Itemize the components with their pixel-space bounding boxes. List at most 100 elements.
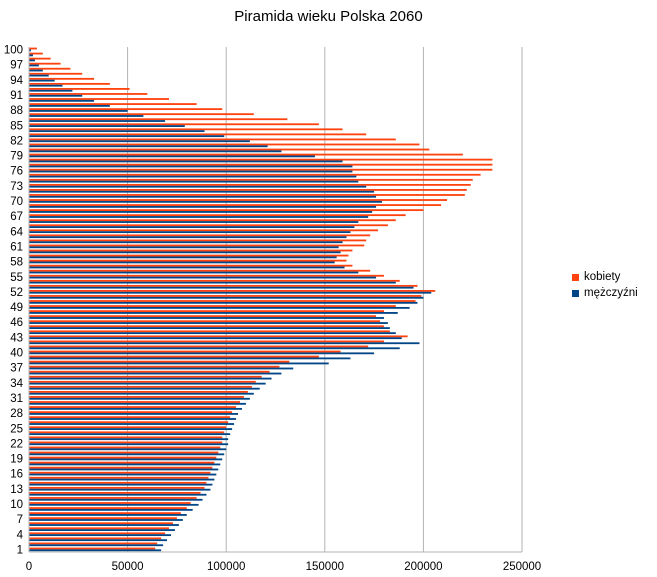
bar-mezczyzni xyxy=(29,438,229,441)
bar-kobiety xyxy=(29,163,493,166)
chart-title: Piramida wieku Polska 2060 xyxy=(234,8,423,25)
bar-mezczyzni xyxy=(29,226,355,228)
bar-mezczyzni xyxy=(29,246,339,249)
bar-kobiety xyxy=(29,350,341,353)
bar-mezczyzni xyxy=(29,170,353,173)
bar-mezczyzni xyxy=(29,251,341,254)
bar-kobiety xyxy=(29,370,270,373)
y-tick-label: 55 xyxy=(10,272,23,284)
y-tick-label: 4 xyxy=(17,529,24,541)
bar-mezczyzni xyxy=(29,236,347,239)
bar-mezczyzni xyxy=(29,508,193,511)
bar-kobiety xyxy=(29,173,481,176)
bar-kobiety xyxy=(29,507,187,509)
y-tick-label: 91 xyxy=(10,90,23,102)
legend: kobiety mężczyźni xyxy=(572,269,638,301)
y-tick-label: 97 xyxy=(10,60,23,72)
bar-kobiety xyxy=(29,57,51,60)
bar-kobiety xyxy=(29,82,110,85)
bar-mezczyzni xyxy=(29,407,242,410)
bar-mezczyzni xyxy=(29,276,377,279)
bars xyxy=(29,47,493,552)
y-tick-label: 88 xyxy=(10,105,23,117)
bar-kobiety xyxy=(29,123,319,126)
bar-kobiety xyxy=(29,476,209,479)
bar-mezczyzni xyxy=(29,301,418,304)
legend-label-mezczyzni: mężczyźni xyxy=(584,287,638,299)
bar-kobiety xyxy=(29,431,225,434)
bar-mezczyzni xyxy=(29,120,166,122)
bar-mezczyzni xyxy=(29,125,185,127)
bar-mezczyzni xyxy=(29,322,388,324)
bar-mezczyzni xyxy=(29,337,402,340)
bar-kobiety xyxy=(29,274,384,277)
bar-mezczyzni xyxy=(29,271,359,274)
x-axis: 0 50000 100000 150000 200000 250000 xyxy=(26,561,541,573)
bar-mezczyzni xyxy=(29,135,225,138)
bar-kobiety xyxy=(29,168,493,171)
bar-mezczyzni xyxy=(29,89,73,92)
bar-kobiety xyxy=(29,295,422,297)
y-tick-label: 94 xyxy=(10,75,23,87)
bar-kobiety xyxy=(29,244,365,247)
bar-kobiety xyxy=(29,62,61,65)
bar-mezczyzni xyxy=(29,216,369,218)
bar-kobiety xyxy=(29,67,71,70)
bar-kobiety xyxy=(29,532,166,535)
y-tick-label: 49 xyxy=(10,302,23,314)
y-tick-label: 85 xyxy=(10,120,23,132)
bar-kobiety xyxy=(29,517,177,520)
x-tick-label: 100000 xyxy=(207,561,245,573)
bar-kobiety xyxy=(29,72,83,75)
bar-mezczyzni xyxy=(29,84,63,87)
y-tick-label: 28 xyxy=(10,408,23,420)
y-tick-label: 46 xyxy=(10,317,23,329)
bar-kobiety xyxy=(29,209,424,212)
bar-kobiety xyxy=(29,183,471,186)
bar-mezczyzni xyxy=(29,448,227,451)
bar-mezczyzni xyxy=(29,342,420,345)
legend-item-kobiety: kobiety xyxy=(572,269,638,285)
bar-mezczyzni xyxy=(29,327,390,329)
bar-mezczyzni xyxy=(29,423,235,425)
bar-kobiety xyxy=(29,360,290,363)
bar-kobiety xyxy=(29,305,396,307)
bar-mezczyzni xyxy=(29,145,268,148)
bar-mezczyzni xyxy=(29,296,424,299)
bar-mezczyzni xyxy=(29,211,373,213)
bar-kobiety xyxy=(29,502,191,504)
x-tick-label: 0 xyxy=(26,561,32,573)
bar-mezczyzni xyxy=(29,473,217,476)
bar-mezczyzni xyxy=(29,49,31,52)
bar-kobiety xyxy=(29,436,223,439)
bar-kobiety xyxy=(29,300,416,302)
bar-kobiety xyxy=(29,512,181,515)
bar-kobiety xyxy=(29,481,207,484)
y-tick-label: 22 xyxy=(10,438,23,450)
x-tick-label: 250000 xyxy=(503,561,541,573)
bar-mezczyzni xyxy=(29,347,400,350)
y-axis: 1 4 7 10 13 16 19 22 25 28 31 34 37 40 43 46 49 52 55 58 61 6… xyxy=(4,45,522,556)
y-tick-label: 52 xyxy=(10,287,23,299)
bar-mezczyzni xyxy=(29,418,237,420)
y-tick-label: 34 xyxy=(10,378,23,390)
bar-mezczyzni xyxy=(29,286,414,289)
bar-mezczyzni xyxy=(29,104,110,107)
bar-kobiety xyxy=(29,88,130,90)
bar-kobiety xyxy=(29,426,227,429)
bar-mezczyzni xyxy=(29,221,359,223)
bar-kobiety xyxy=(29,401,240,403)
y-tick-label: 10 xyxy=(10,499,23,511)
y-tick-label: 79 xyxy=(10,151,23,163)
bar-mezczyzni xyxy=(29,261,335,264)
bar-kobiety xyxy=(29,284,418,287)
bar-mezczyzni xyxy=(29,94,83,97)
bar-kobiety xyxy=(29,178,473,181)
bar-mezczyzni xyxy=(29,382,266,385)
bar-mezczyzni xyxy=(29,306,410,309)
bar-kobiety xyxy=(29,118,288,121)
bar-kobiety xyxy=(29,290,436,292)
x-tick-label: 150000 xyxy=(306,561,344,573)
bar-kobiety xyxy=(29,527,170,530)
bar-kobiety xyxy=(29,542,158,545)
